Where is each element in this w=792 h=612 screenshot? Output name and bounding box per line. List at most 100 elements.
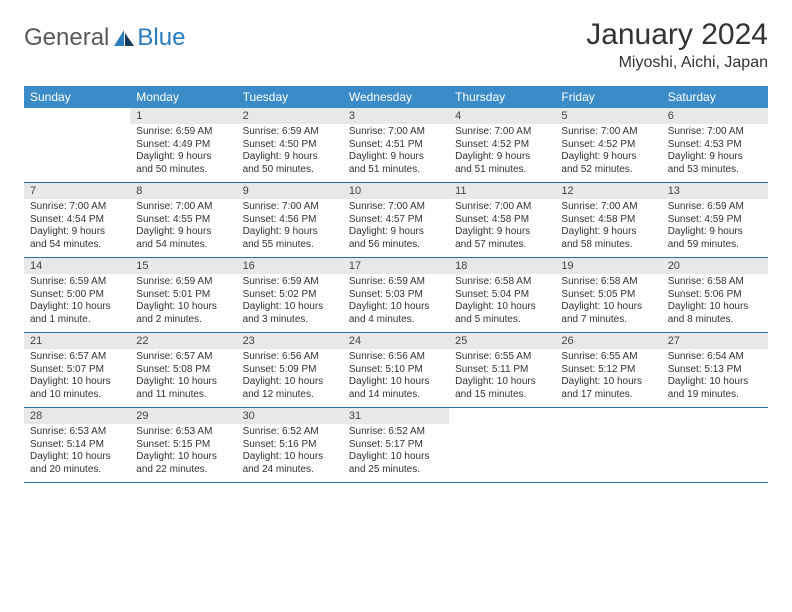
calendar-header: SundayMondayTuesdayWednesdayThursdayFrid… — [24, 86, 768, 108]
day-number: 13 — [662, 183, 768, 199]
calendar-row: 1Sunrise: 6:59 AMSunset: 4:49 PMDaylight… — [24, 108, 768, 183]
day-detail: Sunrise: 6:59 AMSunset: 4:59 PMDaylight:… — [662, 199, 768, 257]
calendar-cell: 28Sunrise: 6:53 AMSunset: 5:14 PMDayligh… — [24, 408, 130, 483]
calendar-row: 28Sunrise: 6:53 AMSunset: 5:14 PMDayligh… — [24, 408, 768, 483]
day-number: 16 — [237, 258, 343, 274]
calendar-cell: 22Sunrise: 6:57 AMSunset: 5:08 PMDayligh… — [130, 333, 236, 408]
day-number: 4 — [449, 108, 555, 124]
calendar-cell: 24Sunrise: 6:56 AMSunset: 5:10 PMDayligh… — [343, 333, 449, 408]
calendar-cell: 30Sunrise: 6:52 AMSunset: 5:16 PMDayligh… — [237, 408, 343, 483]
calendar-cell — [24, 108, 130, 183]
day-detail: Sunrise: 7:00 AMSunset: 4:57 PMDaylight:… — [343, 199, 449, 257]
calendar-cell — [662, 408, 768, 483]
day-number: 9 — [237, 183, 343, 199]
weekday-header: Thursday — [449, 86, 555, 108]
day-number: 23 — [237, 333, 343, 349]
day-number: 24 — [343, 333, 449, 349]
day-number: 10 — [343, 183, 449, 199]
day-number: 21 — [24, 333, 130, 349]
day-number: 30 — [237, 408, 343, 424]
calendar-cell: 19Sunrise: 6:58 AMSunset: 5:05 PMDayligh… — [555, 258, 661, 333]
calendar-cell: 9Sunrise: 7:00 AMSunset: 4:56 PMDaylight… — [237, 183, 343, 258]
day-number: 19 — [555, 258, 661, 274]
calendar-cell: 25Sunrise: 6:55 AMSunset: 5:11 PMDayligh… — [449, 333, 555, 408]
calendar-cell: 17Sunrise: 6:59 AMSunset: 5:03 PMDayligh… — [343, 258, 449, 333]
day-number: 26 — [555, 333, 661, 349]
logo-text-general: General — [24, 24, 109, 52]
day-detail: Sunrise: 6:57 AMSunset: 5:08 PMDaylight:… — [130, 349, 236, 407]
day-detail: Sunrise: 6:59 AMSunset: 5:02 PMDaylight:… — [237, 274, 343, 332]
day-number: 17 — [343, 258, 449, 274]
calendar-cell: 29Sunrise: 6:53 AMSunset: 5:15 PMDayligh… — [130, 408, 236, 483]
day-detail: Sunrise: 7:00 AMSunset: 4:52 PMDaylight:… — [449, 124, 555, 182]
month-title: January 2024 — [586, 18, 768, 52]
day-detail: Sunrise: 7:00 AMSunset: 4:54 PMDaylight:… — [24, 199, 130, 257]
day-number: 12 — [555, 183, 661, 199]
day-detail: Sunrise: 6:52 AMSunset: 5:16 PMDaylight:… — [237, 424, 343, 482]
day-number: 27 — [662, 333, 768, 349]
calendar-cell: 14Sunrise: 6:59 AMSunset: 5:00 PMDayligh… — [24, 258, 130, 333]
location: Miyoshi, Aichi, Japan — [586, 54, 768, 72]
calendar-row: 7Sunrise: 7:00 AMSunset: 4:54 PMDaylight… — [24, 183, 768, 258]
day-number: 2 — [237, 108, 343, 124]
calendar-cell: 27Sunrise: 6:54 AMSunset: 5:13 PMDayligh… — [662, 333, 768, 408]
day-number: 11 — [449, 183, 555, 199]
calendar-cell: 8Sunrise: 7:00 AMSunset: 4:55 PMDaylight… — [130, 183, 236, 258]
weekday-header: Tuesday — [237, 86, 343, 108]
calendar-row: 21Sunrise: 6:57 AMSunset: 5:07 PMDayligh… — [24, 333, 768, 408]
day-number: 28 — [24, 408, 130, 424]
day-detail: Sunrise: 6:56 AMSunset: 5:09 PMDaylight:… — [237, 349, 343, 407]
day-detail: Sunrise: 7:00 AMSunset: 4:52 PMDaylight:… — [555, 124, 661, 182]
page-header: General Blue January 2024 Miyoshi, Aichi… — [24, 18, 768, 72]
day-detail: Sunrise: 7:00 AMSunset: 4:55 PMDaylight:… — [130, 199, 236, 257]
title-block: January 2024 Miyoshi, Aichi, Japan — [586, 18, 768, 72]
day-detail: Sunrise: 6:59 AMSunset: 5:01 PMDaylight:… — [130, 274, 236, 332]
calendar-cell — [449, 408, 555, 483]
day-number: 7 — [24, 183, 130, 199]
day-number: 14 — [24, 258, 130, 274]
day-number: 6 — [662, 108, 768, 124]
weekday-header: Monday — [130, 86, 236, 108]
day-detail: Sunrise: 7:00 AMSunset: 4:58 PMDaylight:… — [555, 199, 661, 257]
day-detail: Sunrise: 7:00 AMSunset: 4:53 PMDaylight:… — [662, 124, 768, 182]
day-detail — [555, 412, 661, 470]
day-detail: Sunrise: 6:55 AMSunset: 5:11 PMDaylight:… — [449, 349, 555, 407]
day-detail — [449, 412, 555, 470]
day-detail: Sunrise: 6:58 AMSunset: 5:06 PMDaylight:… — [662, 274, 768, 332]
day-detail: Sunrise: 6:52 AMSunset: 5:17 PMDaylight:… — [343, 424, 449, 482]
day-number: 15 — [130, 258, 236, 274]
day-detail: Sunrise: 6:55 AMSunset: 5:12 PMDaylight:… — [555, 349, 661, 407]
day-number: 22 — [130, 333, 236, 349]
day-detail: Sunrise: 6:53 AMSunset: 5:14 PMDaylight:… — [24, 424, 130, 482]
day-number: 29 — [130, 408, 236, 424]
weekday-header: Saturday — [662, 86, 768, 108]
calendar-cell: 31Sunrise: 6:52 AMSunset: 5:17 PMDayligh… — [343, 408, 449, 483]
calendar-cell: 7Sunrise: 7:00 AMSunset: 4:54 PMDaylight… — [24, 183, 130, 258]
day-detail: Sunrise: 6:59 AMSunset: 5:03 PMDaylight:… — [343, 274, 449, 332]
day-number: 8 — [130, 183, 236, 199]
day-detail: Sunrise: 7:00 AMSunset: 4:56 PMDaylight:… — [237, 199, 343, 257]
day-detail: Sunrise: 6:59 AMSunset: 5:00 PMDaylight:… — [24, 274, 130, 332]
calendar-cell — [555, 408, 661, 483]
calendar-cell: 2Sunrise: 6:59 AMSunset: 4:50 PMDaylight… — [237, 108, 343, 183]
sail-icon — [113, 29, 135, 47]
day-number: 25 — [449, 333, 555, 349]
day-number: 5 — [555, 108, 661, 124]
calendar-cell: 13Sunrise: 6:59 AMSunset: 4:59 PMDayligh… — [662, 183, 768, 258]
day-detail: Sunrise: 6:59 AMSunset: 4:50 PMDaylight:… — [237, 124, 343, 182]
calendar-cell: 12Sunrise: 7:00 AMSunset: 4:58 PMDayligh… — [555, 183, 661, 258]
day-detail — [662, 412, 768, 470]
calendar-table: SundayMondayTuesdayWednesdayThursdayFrid… — [24, 86, 768, 483]
calendar-cell: 21Sunrise: 6:57 AMSunset: 5:07 PMDayligh… — [24, 333, 130, 408]
day-detail: Sunrise: 7:00 AMSunset: 4:51 PMDaylight:… — [343, 124, 449, 182]
weekday-header: Wednesday — [343, 86, 449, 108]
calendar-cell: 3Sunrise: 7:00 AMSunset: 4:51 PMDaylight… — [343, 108, 449, 183]
calendar-cell: 1Sunrise: 6:59 AMSunset: 4:49 PMDaylight… — [130, 108, 236, 183]
calendar-cell: 18Sunrise: 6:58 AMSunset: 5:04 PMDayligh… — [449, 258, 555, 333]
day-detail: Sunrise: 6:57 AMSunset: 5:07 PMDaylight:… — [24, 349, 130, 407]
calendar-cell: 16Sunrise: 6:59 AMSunset: 5:02 PMDayligh… — [237, 258, 343, 333]
logo: General Blue — [24, 18, 185, 52]
day-detail: Sunrise: 6:59 AMSunset: 4:49 PMDaylight:… — [130, 124, 236, 182]
day-detail: Sunrise: 6:54 AMSunset: 5:13 PMDaylight:… — [662, 349, 768, 407]
calendar-cell: 4Sunrise: 7:00 AMSunset: 4:52 PMDaylight… — [449, 108, 555, 183]
